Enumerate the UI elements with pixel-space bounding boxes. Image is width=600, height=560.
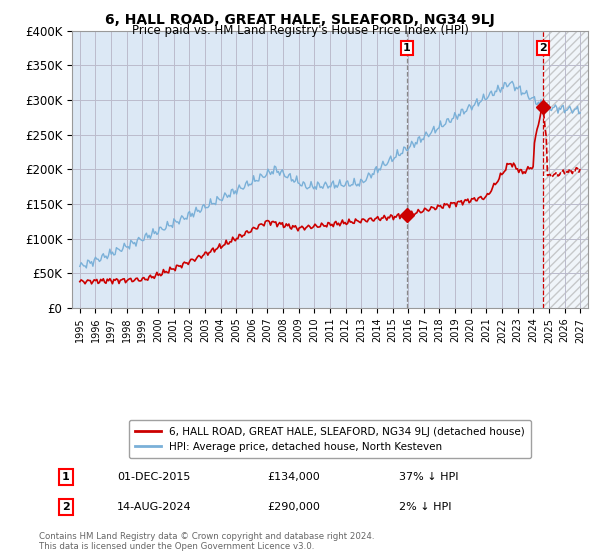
Text: 14-AUG-2024: 14-AUG-2024: [117, 502, 191, 512]
Text: £134,000: £134,000: [267, 472, 320, 482]
Text: 2: 2: [62, 502, 70, 512]
Text: 01-DEC-2015: 01-DEC-2015: [117, 472, 190, 482]
Bar: [543, 31, 588, 308]
Legend: 6, HALL ROAD, GREAT HALE, SLEAFORD, NG34 9LJ (detached house), HPI: Average pric: 6, HALL ROAD, GREAT HALE, SLEAFORD, NG34…: [128, 421, 532, 458]
Text: Contains HM Land Registry data © Crown copyright and database right 2024.
This d: Contains HM Land Registry data © Crown c…: [39, 531, 374, 551]
Text: 6, HALL ROAD, GREAT HALE, SLEAFORD, NG34 9LJ: 6, HALL ROAD, GREAT HALE, SLEAFORD, NG34…: [105, 13, 495, 27]
Text: 2: 2: [539, 43, 547, 53]
Text: Price paid vs. HM Land Registry's House Price Index (HPI): Price paid vs. HM Land Registry's House …: [131, 24, 469, 37]
Text: £290,000: £290,000: [267, 502, 320, 512]
Text: 1: 1: [62, 472, 70, 482]
Text: 2% ↓ HPI: 2% ↓ HPI: [399, 502, 452, 512]
Text: 1: 1: [403, 43, 411, 53]
Text: 37% ↓ HPI: 37% ↓ HPI: [399, 472, 458, 482]
